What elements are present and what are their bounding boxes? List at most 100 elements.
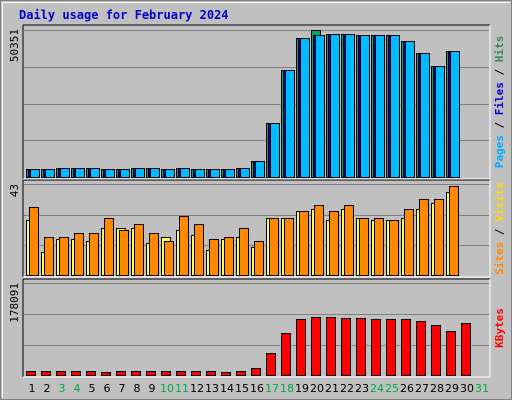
x-tick-label-day-26: 26: [400, 382, 414, 395]
bar-sites-day-23: [360, 219, 369, 276]
bar-kbytes-day-18: [282, 334, 291, 376]
series-axis-label: Pages / Files / Hits: [493, 36, 506, 169]
x-tick-label-day-5: 5: [89, 382, 96, 395]
bar-sites-day-9: [150, 234, 159, 276]
bar-pages-day-10: [166, 170, 175, 178]
bar-kbytes-day-6: [102, 373, 111, 376]
x-tick-label-day-20: 20: [310, 382, 324, 395]
x-tick-label-day-19: 19: [295, 382, 309, 395]
bar-sites-day-3: [60, 238, 69, 276]
x-tick-label-day-24: 24: [370, 382, 384, 395]
bar-sites-day-18: [285, 219, 294, 276]
bar-sites-day-27: [420, 200, 429, 276]
max-value-label: 178091: [8, 283, 21, 323]
bar-pages-day-14: [226, 170, 235, 178]
series-axis-label-part: Files: [493, 82, 506, 115]
bar-pages-day-20: [316, 36, 325, 178]
max-value-label: 50351: [8, 29, 21, 62]
bar-kbytes-day-25: [387, 320, 396, 376]
bar-sites-day-21: [330, 212, 339, 276]
bar-pages-day-6: [106, 170, 115, 178]
x-tick-label-day-30: 30: [460, 382, 474, 395]
bar-sites-day-5: [90, 234, 99, 276]
bar-kbytes-day-20: [312, 318, 321, 376]
bar-sites-day-2: [45, 238, 54, 276]
bar-pages-day-23: [361, 36, 370, 178]
bar-sites-day-15: [240, 229, 249, 276]
bar-kbytes-day-26: [402, 320, 411, 376]
x-tick-label-day-8: 8: [134, 382, 141, 395]
bar-kbytes-day-4: [72, 372, 81, 376]
bar-sites-day-10: [165, 242, 174, 276]
x-tick-label-day-13: 13: [205, 382, 219, 395]
bar-kbytes-day-24: [372, 320, 381, 376]
bar-pages-day-9: [151, 169, 160, 178]
bar-sites-day-24: [375, 219, 384, 276]
bar-pages-day-29: [451, 52, 460, 178]
x-tick-label-day-3: 3: [59, 382, 66, 395]
x-tick-label-day-16: 16: [250, 382, 264, 395]
bar-kbytes-day-30: [462, 324, 471, 376]
bar-kbytes-day-8: [132, 372, 141, 376]
bar-kbytes-day-21: [327, 318, 336, 376]
bar-kbytes-day-23: [357, 319, 366, 376]
max-value-label: 43: [8, 184, 21, 197]
x-tick-label-day-7: 7: [119, 382, 126, 395]
series-axis-label-part: /: [493, 62, 506, 82]
bar-pages-day-2: [46, 170, 55, 178]
bar-pages-day-3: [61, 169, 70, 178]
bar-sites-day-17: [270, 219, 279, 276]
bar-pages-day-28: [436, 67, 445, 178]
bar-sites-day-28: [435, 200, 444, 276]
bar-kbytes-day-22: [342, 319, 351, 376]
bar-pages-day-26: [406, 42, 415, 178]
bar-sites-day-14: [225, 238, 234, 276]
bar-sites-day-12: [195, 225, 204, 276]
x-tick-label-day-6: 6: [104, 382, 111, 395]
bar-kbytes-day-10: [162, 372, 171, 376]
bar-sites-day-25: [390, 221, 399, 276]
series-axis-label: KBytes: [493, 308, 506, 348]
series-axis-label-part: Sites: [493, 242, 506, 275]
x-tick-label-day-17: 17: [265, 382, 279, 395]
bar-kbytes-day-16: [252, 369, 261, 376]
series-axis-label: Sites / Visits: [493, 182, 506, 275]
bar-pages-day-17: [271, 124, 280, 178]
bar-pages-day-1: [31, 170, 40, 178]
bar-pages-day-12: [196, 170, 205, 178]
x-tick-label-day-29: 29: [445, 382, 459, 395]
bar-kbytes-day-12: [192, 372, 201, 376]
series-axis-label-part: /: [493, 115, 506, 135]
bar-kbytes-day-13: [207, 372, 216, 376]
bar-kbytes-day-3: [57, 372, 66, 376]
bar-kbytes-day-15: [237, 372, 246, 376]
x-tick-label-day-23: 23: [355, 382, 369, 395]
bar-pages-day-19: [301, 39, 310, 178]
bar-sites-day-13: [210, 240, 219, 276]
bar-kbytes-day-11: [177, 372, 186, 376]
bar-kbytes-day-14: [222, 373, 231, 376]
bar-kbytes-day-9: [147, 372, 156, 376]
bar-pages-day-21: [331, 35, 340, 178]
x-tick-label-day-15: 15: [235, 382, 249, 395]
bar-sites-day-11: [180, 217, 189, 276]
bar-sites-day-7: [120, 231, 129, 276]
bar-sites-day-26: [405, 210, 414, 276]
bar-sites-day-1: [30, 208, 39, 276]
bar-sites-day-20: [315, 206, 324, 276]
bar-pages-day-4: [76, 169, 85, 178]
series-axis-label-part: Hits: [493, 36, 506, 63]
bar-pages-day-25: [391, 36, 400, 178]
x-tick-label-day-4: 4: [74, 382, 81, 395]
bar-sites-day-8: [135, 225, 144, 276]
x-tick-label-day-9: 9: [149, 382, 156, 395]
x-tick-label-day-25: 25: [385, 382, 399, 395]
x-tick-label-day-27: 27: [415, 382, 429, 395]
x-tick-label-day-12: 12: [190, 382, 204, 395]
x-tick-label-day-14: 14: [220, 382, 234, 395]
bar-kbytes-day-19: [297, 320, 306, 376]
bar-pages-day-7: [121, 170, 130, 178]
x-tick-label-day-22: 22: [340, 382, 354, 395]
series-axis-label-part: /: [493, 222, 506, 242]
